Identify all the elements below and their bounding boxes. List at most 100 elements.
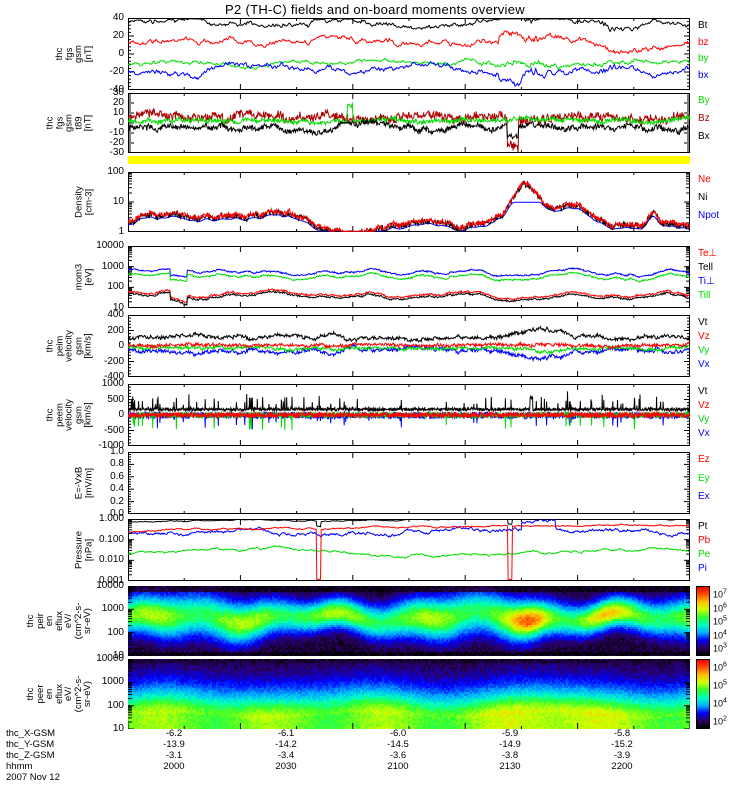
spectrogram-cell — [254, 653, 257, 656]
spectrogram-cell — [330, 631, 333, 634]
data-trace — [128, 271, 690, 283]
spectrogram-cell — [192, 645, 195, 649]
spectrogram-cell — [378, 647, 381, 651]
spectrogram-cell — [188, 641, 191, 645]
spectrogram-cell — [198, 631, 201, 634]
spectrogram-cell — [218, 653, 221, 656]
spectrogram-cell — [152, 614, 155, 618]
spectrogram-cell — [250, 604, 253, 608]
data-trace — [128, 290, 690, 307]
spectrogram-cell — [154, 594, 157, 597]
spectrogram-cell — [164, 629, 167, 632]
spectrogram-cell — [378, 618, 381, 622]
spectrogram-cell — [192, 618, 195, 622]
spectrogram-cell — [132, 616, 135, 620]
spectrogram-cell — [262, 614, 265, 618]
spectrogram-cell — [270, 649, 273, 653]
spectrogram-cell — [294, 604, 297, 608]
spectrogram-cell — [286, 614, 289, 618]
spectrogram-cell — [406, 631, 409, 634]
spectrogram-cell — [238, 600, 241, 604]
spectrogram-cell — [296, 618, 299, 622]
spectrogram-cell — [384, 653, 387, 656]
spectrogram-cell — [310, 633, 313, 637]
spectrogram-cell — [276, 614, 279, 618]
spectrogram-cell — [408, 633, 411, 637]
spectrogram-cell — [212, 612, 215, 616]
spectrogram-cell — [132, 627, 135, 630]
spectrogram-cell — [344, 625, 347, 628]
spectrogram-cell — [294, 586, 297, 589]
spectrogram-cell — [296, 653, 299, 656]
spectrogram-cell — [224, 618, 227, 622]
spectrogram-cell — [368, 653, 371, 656]
data-trace — [128, 519, 690, 528]
spectrogram-cell — [360, 614, 363, 618]
spectrogram-cell — [346, 625, 349, 628]
spectrogram-cell — [380, 594, 383, 597]
spectrogram-cell — [414, 629, 417, 632]
spectrogram-cell — [344, 629, 347, 632]
spectrogram-cell — [202, 606, 205, 610]
spectrogram-cell — [222, 586, 225, 589]
spectrogram-cell — [302, 645, 305, 649]
spectrogram-cell — [156, 639, 159, 643]
spectrogram-cell — [304, 588, 307, 591]
spectrogram-cell — [188, 594, 191, 597]
spectrogram-cell — [182, 598, 185, 602]
spectrogram-cell — [328, 637, 331, 641]
spectrogram-cell — [374, 627, 377, 630]
spectrogram-cell — [360, 631, 363, 634]
spectrogram-cell — [174, 596, 177, 599]
spectrogram-cell — [318, 596, 321, 599]
spectrogram-cell — [372, 590, 375, 593]
spectrogram-cell — [370, 623, 373, 626]
spectrogram-cell — [390, 612, 393, 616]
spectrogram-cell — [162, 653, 165, 656]
spectrogram-cell — [306, 614, 309, 618]
spectrogram-cell — [234, 614, 237, 618]
spectrogram-cell — [144, 612, 147, 616]
spectrogram-cell — [152, 625, 155, 628]
spectrogram-cell — [272, 621, 275, 624]
spectrogram-cell — [374, 612, 377, 616]
spectrogram-cell — [284, 600, 287, 604]
spectrogram-cell — [196, 588, 199, 591]
spectrogram-cell — [230, 621, 233, 624]
spectrogram-cell — [362, 608, 365, 612]
spectrogram-cell — [354, 635, 357, 639]
spectrogram-cell — [332, 612, 335, 616]
spectrogram-cell — [154, 627, 157, 630]
spectrogram-cell — [364, 602, 367, 606]
panel-plot-area — [128, 246, 690, 308]
spectrogram-cell — [278, 602, 281, 606]
spectrogram-cell — [180, 586, 183, 589]
spectrogram-cell — [332, 653, 335, 656]
spectrogram-cell — [260, 623, 263, 626]
spectrogram-cell — [284, 639, 287, 643]
spectrogram-cell — [172, 600, 175, 604]
spectrogram-cell — [396, 604, 399, 608]
spectrogram-cell — [300, 639, 303, 643]
spectrogram-cell — [278, 633, 281, 637]
spectrogram-cell — [416, 623, 419, 626]
spectrogram-cell — [276, 602, 279, 606]
spectrogram-cell — [304, 631, 307, 634]
spectrogram-cell — [318, 639, 321, 643]
spectrogram-cell — [236, 629, 239, 632]
spectrogram-cell — [292, 653, 295, 656]
spectrogram-cell — [182, 637, 185, 641]
spectrogram-cell — [228, 621, 231, 624]
spectrogram-cell — [338, 588, 341, 591]
spectrogram-cell — [160, 614, 163, 618]
spectrogram-cell — [360, 606, 363, 610]
spectrogram-cell — [204, 631, 207, 634]
spectrogram-cell — [298, 627, 301, 630]
spectrogram-cell — [310, 610, 313, 614]
spectrogram-cell — [134, 596, 137, 599]
spectrogram-cell — [408, 608, 411, 612]
spectrogram-cell — [180, 588, 183, 591]
spectrogram-cell — [410, 645, 413, 649]
spectrogram-cell — [376, 643, 379, 647]
spectrogram-cell — [240, 641, 243, 645]
